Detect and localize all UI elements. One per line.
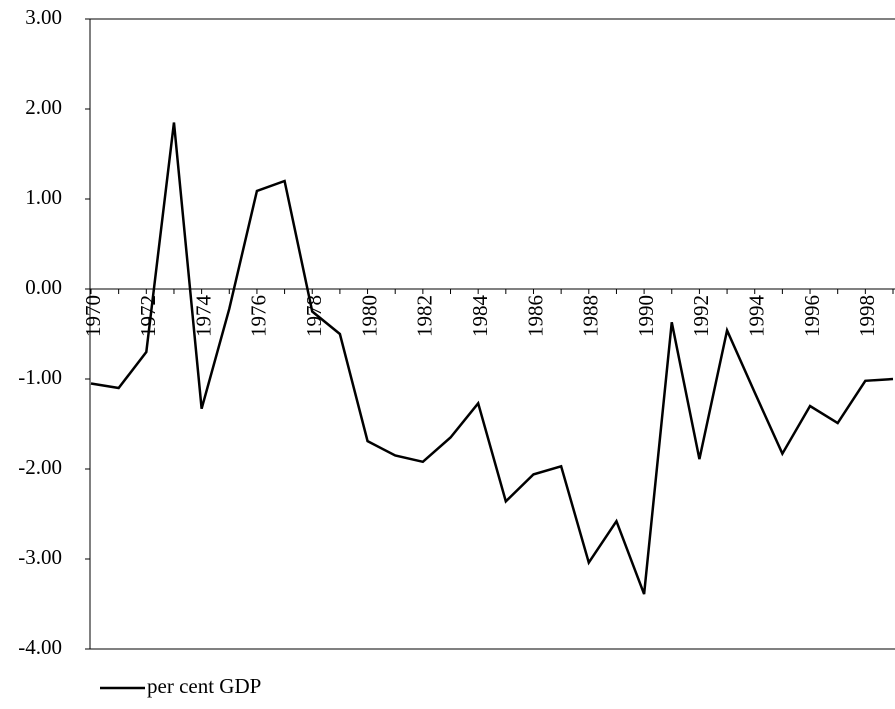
data-line [90, 122, 894, 595]
x-tick-label: 1994 [745, 295, 769, 338]
x-tick-label: 1992 [689, 295, 713, 337]
x-tick-label: 1982 [413, 295, 437, 337]
x-tick-label: 1976 [247, 295, 271, 337]
y-tick-label: -1.00 [18, 365, 62, 389]
y-tick-label: -2.00 [18, 455, 62, 479]
legend-label: per cent GDP [147, 674, 261, 698]
y-tick-label: 0.00 [25, 275, 62, 299]
y-tick-label: 2.00 [25, 95, 62, 119]
x-tick-label: 1996 [800, 295, 824, 337]
y-tick-label: 3.00 [25, 5, 62, 29]
x-tick-label: 1988 [579, 295, 603, 337]
x-tick-label: 1990 [634, 295, 658, 337]
y-tick-label: -3.00 [18, 545, 62, 569]
x-tick-label: 1974 [191, 295, 215, 338]
x-tick-label: 1980 [357, 295, 381, 337]
x-tick-label: 1986 [523, 295, 547, 337]
x-tick-label: 1970 [81, 295, 105, 337]
y-tick-label: -4.00 [18, 635, 62, 659]
y-tick-label: 1.00 [25, 185, 62, 209]
x-tick-label: 1998 [855, 295, 879, 337]
x-tick-label: 1978 [302, 295, 326, 337]
x-tick-label: 1984 [468, 295, 492, 338]
